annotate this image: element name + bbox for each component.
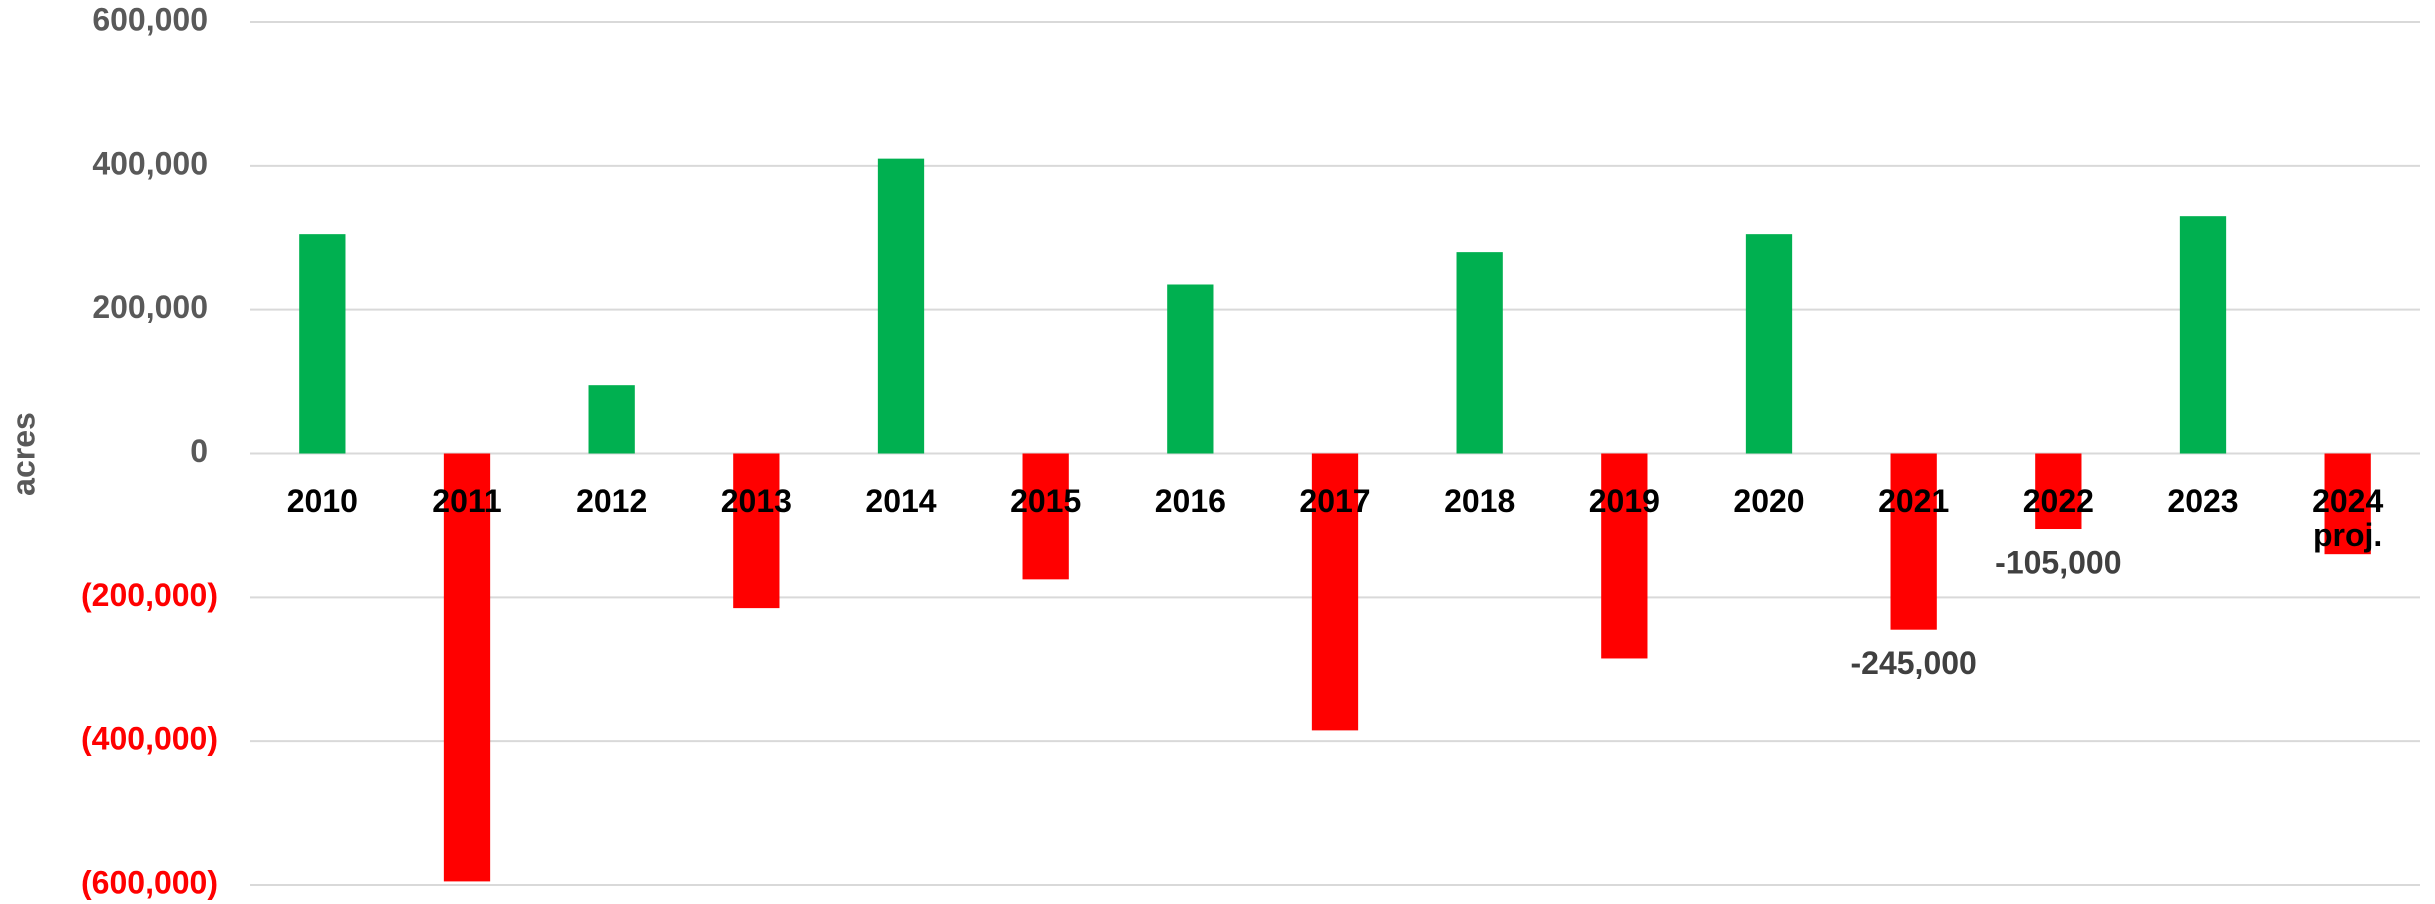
x-tick-label: 2021: [1878, 482, 1950, 519]
bar: [2324, 453, 2371, 555]
x-tick-label: 2015: [1010, 482, 1082, 519]
bar: [588, 385, 635, 454]
x-tick-label: 2024 proj.: [2312, 482, 2384, 553]
x-tick-label: 2020: [1733, 482, 1805, 519]
x-tick-label: 2010: [286, 482, 358, 519]
x-tick-label: 2016: [1154, 482, 1226, 519]
bar: [1745, 234, 1793, 454]
bar: [877, 158, 925, 454]
bar: [299, 234, 346, 454]
value-label: -245,000: [1851, 645, 1977, 681]
y-tick-label: 0: [190, 433, 208, 469]
bar: [1022, 453, 1069, 580]
x-tick-label: 2019: [1588, 482, 1660, 519]
y-tick-label: 400,000: [92, 145, 208, 181]
y-axis-label: acres: [5, 412, 41, 496]
bar: [1311, 453, 1359, 731]
x-tick-label: 2023: [2167, 482, 2239, 519]
y-tick-label: (600,000): [81, 864, 218, 900]
x-tick-label: 2022: [2022, 482, 2094, 519]
value-label: -105,000: [1995, 544, 2121, 580]
x-tick-label: 2014: [865, 482, 937, 519]
x-tick-label: 2013: [720, 482, 792, 519]
y-tick-label: (400,000): [81, 721, 218, 757]
bar: [1601, 453, 1648, 659]
x-tick-label: 2012: [576, 482, 648, 519]
x-tick-label: 2018: [1444, 482, 1516, 519]
bar: [2179, 216, 2227, 454]
bar: [1456, 252, 1503, 454]
y-tick-label: 200,000: [92, 289, 208, 325]
y-tick-label: 600,000: [92, 1, 208, 37]
bar: [1890, 453, 1937, 630]
bar: [443, 453, 491, 882]
bar: [1167, 284, 1214, 454]
y-tick-label: (200,000): [81, 577, 218, 613]
x-tick-label: 2017: [1299, 482, 1371, 519]
bar: [2035, 453, 2082, 530]
x-tick-label: 2011: [432, 482, 502, 519]
bar: [733, 453, 780, 609]
